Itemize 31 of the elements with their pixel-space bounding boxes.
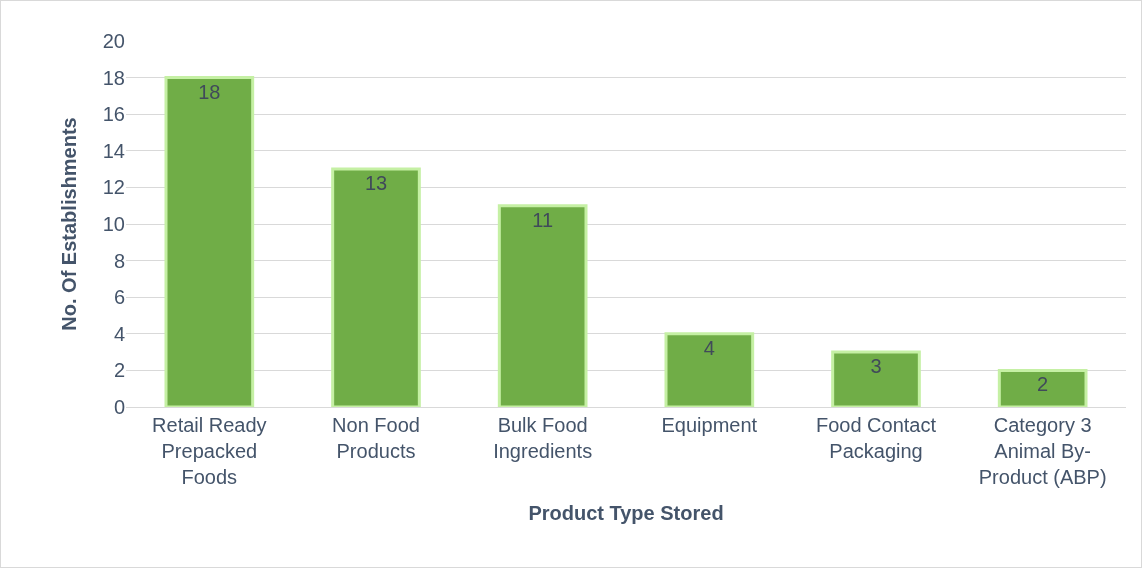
x-tick-label: Food Contact Packaging (815, 414, 937, 462)
x-tick-label: Retail Ready Prepacked Foods (152, 414, 267, 488)
bar (331, 167, 421, 407)
y-tick-label: 6 (113, 286, 125, 309)
bar (831, 350, 921, 407)
y-tick-label: 8 (113, 249, 125, 272)
y-tick-label: 16 (102, 103, 125, 126)
data-label: 4 (703, 336, 715, 359)
y-tick-label: 20 (102, 30, 125, 52)
bar (997, 368, 1088, 407)
data-label: 11 (532, 208, 554, 231)
x-axis-title: Product Type Stored (528, 501, 724, 524)
x-tick-label: Bulk Food Ingredients (493, 414, 593, 462)
bar (664, 332, 755, 407)
x-tick-label: Equipment (661, 414, 758, 436)
y-axis-title: No. Of Establishments (58, 117, 81, 331)
y-tick-label: 18 (102, 66, 125, 89)
y-tick-label: 10 (102, 213, 125, 235)
x-tick-label: Category 3 Animal By-Product (ABP) (978, 414, 1107, 488)
data-label: 18 (198, 80, 221, 103)
data-label: 2 (1037, 373, 1049, 396)
y-tick-label: 2 (113, 359, 125, 382)
y-tick-label: 4 (113, 322, 125, 345)
y-tick-label: 0 (113, 396, 125, 418)
x-tick-label: Non Food Products (332, 414, 420, 462)
bar (497, 204, 588, 407)
data-label: 3 (870, 355, 882, 378)
y-tick-label: 14 (102, 139, 125, 162)
data-label: 13 (364, 172, 388, 195)
bar (164, 76, 255, 407)
y-tick-label: 12 (102, 176, 125, 199)
